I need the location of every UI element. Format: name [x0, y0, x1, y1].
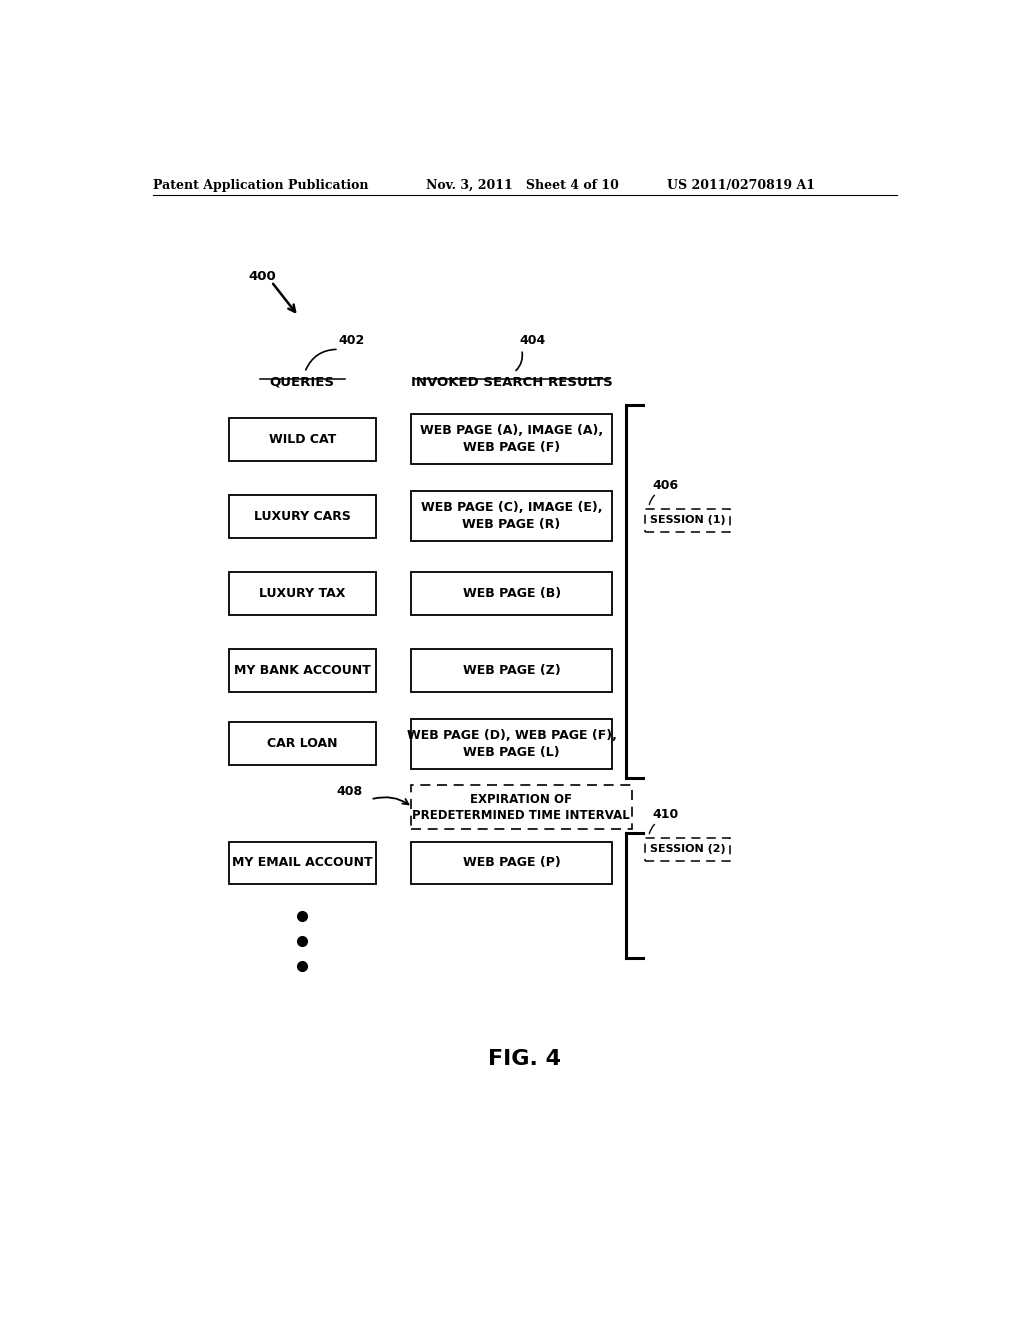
FancyBboxPatch shape [411, 718, 612, 768]
Text: Nov. 3, 2011   Sheet 4 of 10: Nov. 3, 2011 Sheet 4 of 10 [426, 180, 620, 193]
Text: CAR LOAN: CAR LOAN [267, 737, 338, 750]
Text: WEB PAGE (Z): WEB PAGE (Z) [463, 664, 560, 677]
Text: 404: 404 [519, 334, 546, 347]
Text: 402: 402 [339, 334, 365, 347]
Text: LUXURY TAX: LUXURY TAX [259, 587, 345, 601]
FancyBboxPatch shape [228, 418, 376, 461]
Text: WEB PAGE (A), IMAGE (A),
WEB PAGE (F): WEB PAGE (A), IMAGE (A), WEB PAGE (F) [420, 425, 603, 454]
Text: WEB PAGE (B): WEB PAGE (B) [463, 587, 561, 601]
Text: MY EMAIL ACCOUNT: MY EMAIL ACCOUNT [232, 857, 373, 870]
Text: LUXURY CARS: LUXURY CARS [254, 510, 351, 523]
FancyBboxPatch shape [411, 573, 612, 615]
Text: FIG. 4: FIG. 4 [488, 1049, 561, 1069]
Text: 406: 406 [652, 479, 679, 492]
Text: INVOKED SEARCH RESULTS: INVOKED SEARCH RESULTS [411, 376, 612, 388]
FancyBboxPatch shape [228, 722, 376, 764]
Text: 400: 400 [248, 271, 275, 282]
FancyBboxPatch shape [411, 491, 612, 541]
Text: Patent Application Publication: Patent Application Publication [153, 180, 369, 193]
Text: QUERIES: QUERIES [270, 376, 335, 388]
Text: EXPIRATION OF
PREDETERMINED TIME INTERVAL: EXPIRATION OF PREDETERMINED TIME INTERVA… [413, 792, 630, 821]
FancyBboxPatch shape [228, 573, 376, 615]
Text: WEB PAGE (C), IMAGE (E),
WEB PAGE (R): WEB PAGE (C), IMAGE (E), WEB PAGE (R) [421, 502, 602, 532]
Text: US 2011/0270819 A1: US 2011/0270819 A1 [667, 180, 815, 193]
Text: WILD CAT: WILD CAT [268, 433, 336, 446]
Text: 410: 410 [652, 808, 679, 821]
Text: MY BANK ACCOUNT: MY BANK ACCOUNT [234, 664, 371, 677]
FancyBboxPatch shape [228, 842, 376, 884]
Text: WEB PAGE (D), WEB PAGE (F),
WEB PAGE (L): WEB PAGE (D), WEB PAGE (F), WEB PAGE (L) [407, 729, 616, 759]
FancyBboxPatch shape [645, 838, 730, 861]
FancyBboxPatch shape [228, 495, 376, 537]
Text: SESSION (1): SESSION (1) [650, 515, 725, 525]
FancyBboxPatch shape [411, 649, 612, 692]
Text: 408: 408 [337, 785, 362, 797]
FancyBboxPatch shape [411, 785, 632, 829]
Text: WEB PAGE (P): WEB PAGE (P) [463, 857, 560, 870]
FancyBboxPatch shape [411, 414, 612, 465]
FancyBboxPatch shape [411, 842, 612, 884]
FancyBboxPatch shape [228, 649, 376, 692]
FancyBboxPatch shape [645, 508, 730, 532]
Text: SESSION (2): SESSION (2) [650, 845, 725, 854]
